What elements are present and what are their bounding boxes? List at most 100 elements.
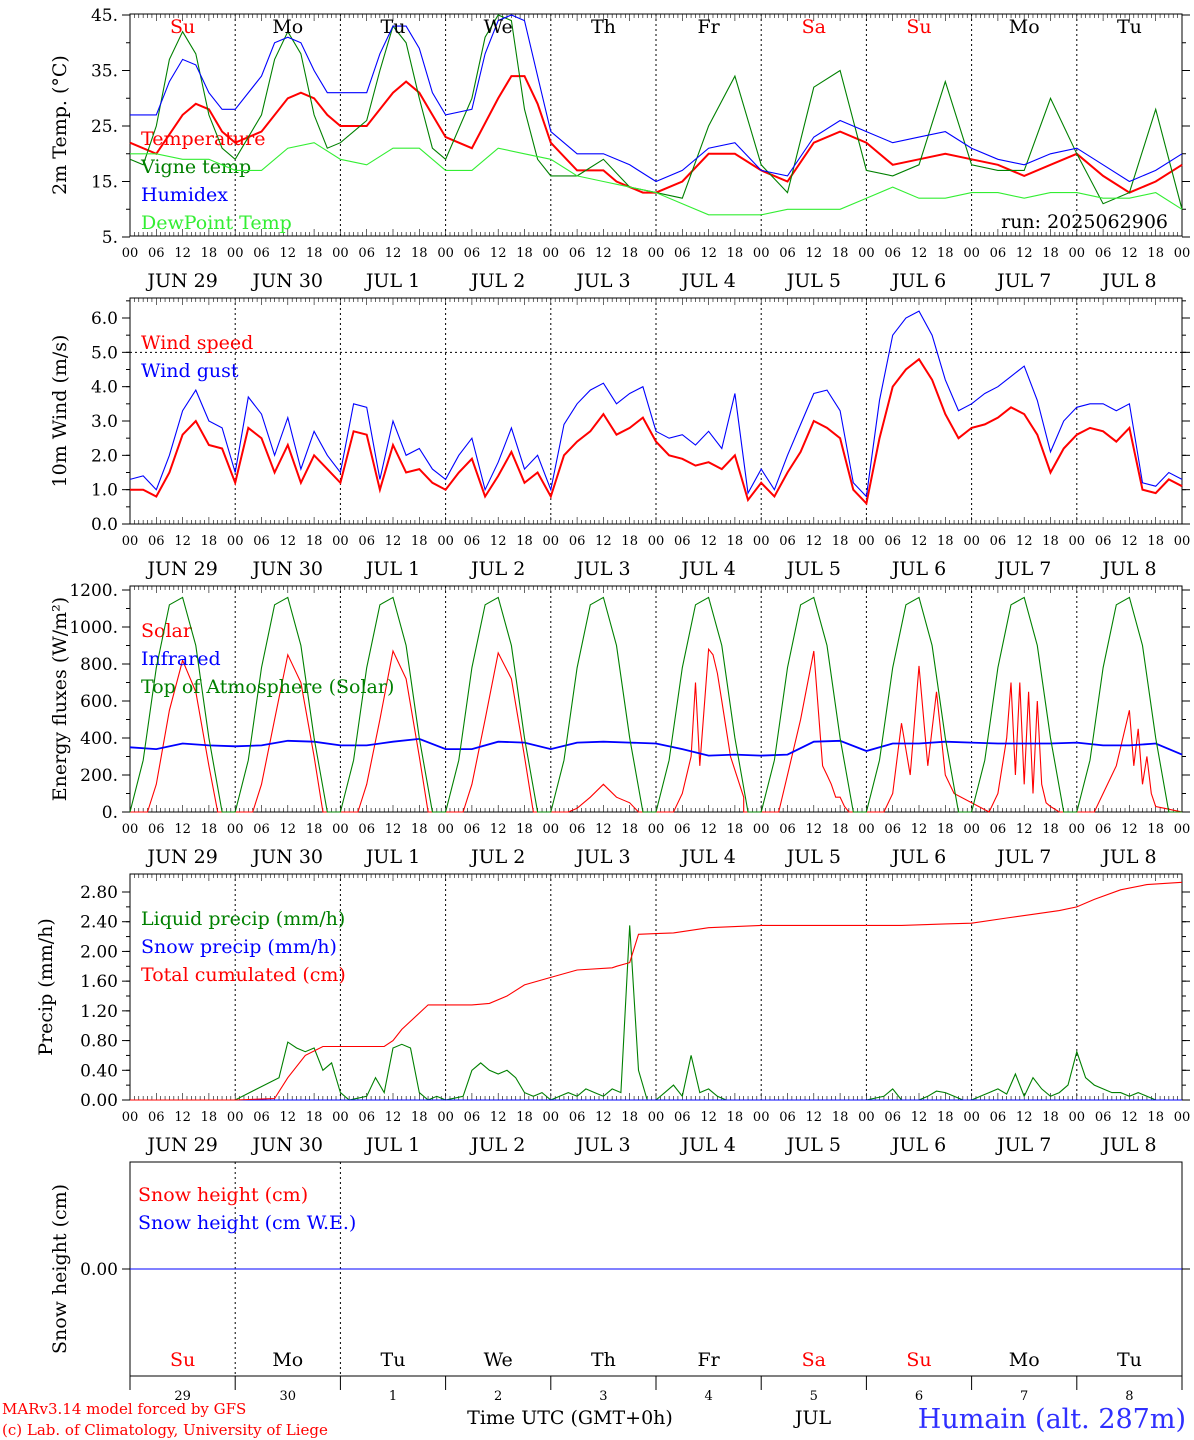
- y-axis-label: Precip (mm/h): [35, 918, 57, 1056]
- hour-tick-label: 00: [753, 534, 770, 549]
- legend-entry: Wind speed: [141, 332, 253, 354]
- y-axis-label: Snow height (cm): [49, 1184, 71, 1354]
- hour-tick-label: 06: [990, 822, 1007, 837]
- hour-tick-label: 06: [358, 1110, 375, 1125]
- hour-tick-label: 06: [674, 1110, 691, 1125]
- y-tick-label: 1.20: [80, 1002, 118, 1022]
- hour-tick-label: 18: [1042, 822, 1059, 837]
- run-label: run: 2025062906: [1001, 211, 1168, 233]
- date-label: JUL 7: [995, 270, 1051, 292]
- hour-tick-label: 12: [911, 822, 928, 837]
- hour-tick-label: 18: [516, 822, 533, 837]
- hour-tick-label: 18: [621, 534, 638, 549]
- hour-tick-label: 00: [122, 534, 139, 549]
- date-label: JUN 30: [251, 270, 323, 292]
- day-number: 5: [810, 1389, 818, 1404]
- hour-tick-label: 06: [884, 822, 901, 837]
- date-label: JUN 29: [145, 846, 217, 868]
- hour-tick-label: 00: [858, 246, 875, 261]
- y-tick-label: 45.: [91, 6, 118, 26]
- model-credit: MARv3.14 model forced by GFS: [2, 1400, 246, 1418]
- date-label: JUL 1: [364, 270, 420, 292]
- date-label: JUL 5: [785, 270, 841, 292]
- hour-tick-label: 06: [884, 246, 901, 261]
- series-line-lightgreen: [130, 142, 1183, 216]
- hour-tick-label: 06: [464, 822, 481, 837]
- hour-tick-label: 18: [832, 1110, 849, 1125]
- day-number: 1: [389, 1389, 397, 1404]
- day-abbr: Sa: [802, 1349, 826, 1371]
- date-label: JUL 6: [890, 846, 946, 868]
- y-tick-label: 2.00: [80, 942, 118, 962]
- day-abbr: Mo: [272, 16, 303, 38]
- hour-tick-label: 06: [674, 822, 691, 837]
- hour-tick-label: 18: [411, 246, 428, 261]
- hour-tick-label: 06: [779, 822, 796, 837]
- y-tick-label: 0.40: [80, 1061, 118, 1081]
- date-label: JUL 3: [574, 270, 630, 292]
- hour-tick-label: 12: [700, 246, 717, 261]
- hour-tick-label: 00: [332, 534, 349, 549]
- y-tick-label: 6.0: [91, 309, 118, 329]
- y-axis-label: 10m Wind (m/s): [49, 335, 71, 488]
- hour-tick-label: 18: [727, 822, 744, 837]
- hour-tick-label: 06: [464, 534, 481, 549]
- hour-tick-label: 00: [437, 246, 454, 261]
- hour-tick-label: 06: [148, 534, 165, 549]
- date-label: JUL 3: [574, 846, 630, 868]
- y-tick-label: 0.0: [91, 515, 118, 535]
- hour-tick-label: 18: [1042, 1110, 1059, 1125]
- day-number: 7: [1020, 1389, 1028, 1404]
- hour-tick-label: 12: [806, 822, 823, 837]
- date-label: JUL 8: [1100, 1134, 1156, 1156]
- date-label: JUL 5: [785, 846, 841, 868]
- hour-tick-label: 00: [963, 822, 980, 837]
- hour-tick-label: 00: [122, 246, 139, 261]
- hour-tick-label: 00: [227, 822, 244, 837]
- hour-tick-label: 12: [174, 246, 191, 261]
- hour-tick-label: 18: [1042, 246, 1059, 261]
- hour-tick-label: 12: [174, 1110, 191, 1125]
- legend-entry: DewPoint Temp: [141, 212, 292, 234]
- hour-tick-label: 18: [727, 534, 744, 549]
- day-abbr: Tu: [381, 16, 406, 38]
- legend-entry: Infrared: [141, 648, 221, 670]
- hour-tick-label: 18: [201, 822, 218, 837]
- hour-tick-label: 06: [569, 822, 586, 837]
- hour-tick-label: 18: [727, 1110, 744, 1125]
- hour-tick-label: 06: [1095, 822, 1112, 837]
- day-number: 6: [915, 1389, 923, 1404]
- day-abbr: Mo: [272, 1349, 303, 1371]
- y-tick-label: 0.: [102, 803, 118, 823]
- hour-tick-label: 00: [1174, 534, 1191, 549]
- y-tick-label: 0.00: [80, 1091, 118, 1111]
- hour-tick-label: 00: [648, 822, 665, 837]
- hour-tick-label: 06: [674, 534, 691, 549]
- day-abbr: Su: [906, 1349, 931, 1371]
- hour-tick-label: 06: [569, 246, 586, 261]
- y-tick-label: 25.: [91, 117, 118, 137]
- hour-tick-label: 12: [280, 534, 297, 549]
- hour-tick-label: 18: [516, 1110, 533, 1125]
- hour-tick-label: 00: [543, 822, 560, 837]
- hour-tick-label: 12: [174, 534, 191, 549]
- hour-tick-label: 00: [437, 822, 454, 837]
- hour-tick-label: 18: [516, 534, 533, 549]
- hour-tick-label: 12: [1121, 534, 1138, 549]
- hour-tick-label: 18: [832, 246, 849, 261]
- hour-tick-label: 12: [280, 246, 297, 261]
- hour-tick-label: 18: [621, 246, 638, 261]
- hour-tick-label: 00: [753, 1110, 770, 1125]
- hour-tick-label: 12: [490, 822, 507, 837]
- hour-tick-label: 06: [884, 1110, 901, 1125]
- hour-tick-label: 00: [122, 822, 139, 837]
- hour-tick-label: 12: [490, 1110, 507, 1125]
- hour-tick-label: 12: [595, 534, 612, 549]
- date-label: JUL 4: [679, 270, 735, 292]
- series-line-red: [129, 75, 1183, 194]
- hour-tick-label: 12: [1121, 822, 1138, 837]
- date-label: JUL 4: [679, 846, 735, 868]
- hour-tick-label: 12: [174, 822, 191, 837]
- hour-tick-label: 18: [516, 246, 533, 261]
